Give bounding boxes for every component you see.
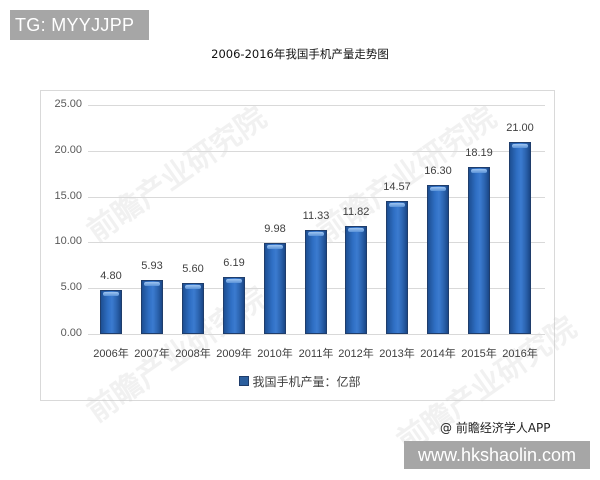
chart-legend: 我国手机产量：亿部 [0, 373, 600, 390]
y-axis-tick-label: 10.00 [54, 235, 82, 247]
y-axis-tick-label: 0.00 [60, 327, 82, 339]
bar-value-label: 9.98 [264, 223, 286, 235]
chart-title: 2006-2016年我国手机产量走势图 [211, 47, 389, 61]
bar-value-label: 6.19 [223, 257, 245, 269]
bar [305, 230, 327, 334]
x-axis-tick-label: 2011年 [298, 348, 334, 360]
legend-swatch-icon [239, 376, 250, 386]
y-axis-tick-label: 15.00 [54, 190, 82, 202]
bar-value-label: 16.30 [424, 165, 452, 177]
bar-value-label: 21.00 [506, 122, 534, 134]
x-axis-tick-label: 2013年 [379, 348, 415, 360]
chart-frame [40, 90, 555, 401]
legend-label: 我国手机产量：亿部 [252, 375, 361, 389]
bar [509, 142, 531, 334]
bar [427, 185, 449, 334]
tg-watermark-badge: TG: MYYJJPP [10, 10, 149, 40]
bar-value-label: 14.57 [383, 181, 411, 193]
y-axis-tick-label: 20.00 [54, 144, 82, 156]
x-axis-tick-label: 2009年 [216, 348, 252, 360]
bar-value-label: 5.60 [182, 263, 204, 275]
bar [345, 226, 367, 334]
x-axis-tick-label: 2016年 [502, 348, 538, 360]
y-axis-tick-label: 25.00 [54, 98, 82, 110]
bar [264, 243, 286, 334]
bar-value-label: 5.93 [141, 260, 163, 272]
x-axis-tick-label: 2008年 [175, 348, 211, 360]
source-credit: @ 前瞻经济学人APP [440, 421, 551, 435]
bar-value-label: 11.33 [302, 210, 330, 222]
x-axis-tick-label: 2015年 [461, 348, 497, 360]
gridline [88, 197, 545, 198]
x-axis-tick-label: 2007年 [134, 348, 170, 360]
x-axis-tick-label: 2014年 [420, 348, 456, 360]
gridline [88, 334, 545, 335]
bar [223, 277, 245, 334]
x-axis-tick-label: 2006年 [93, 348, 129, 360]
bar-value-label: 18.19 [465, 147, 493, 159]
bar [468, 167, 490, 334]
bar [100, 290, 122, 334]
x-axis-tick-label: 2012年 [338, 348, 374, 360]
x-axis-tick-label: 2010年 [257, 348, 293, 360]
bar [141, 280, 163, 334]
bar [182, 283, 204, 334]
url-watermark-badge: www.hkshaolin.com [404, 441, 590, 469]
bar-value-label: 4.80 [100, 270, 122, 282]
gridline [88, 151, 545, 152]
bar [386, 201, 408, 334]
bar-value-label: 11.82 [342, 206, 370, 218]
gridline [88, 105, 545, 106]
y-axis-tick-label: 5.00 [60, 281, 82, 293]
